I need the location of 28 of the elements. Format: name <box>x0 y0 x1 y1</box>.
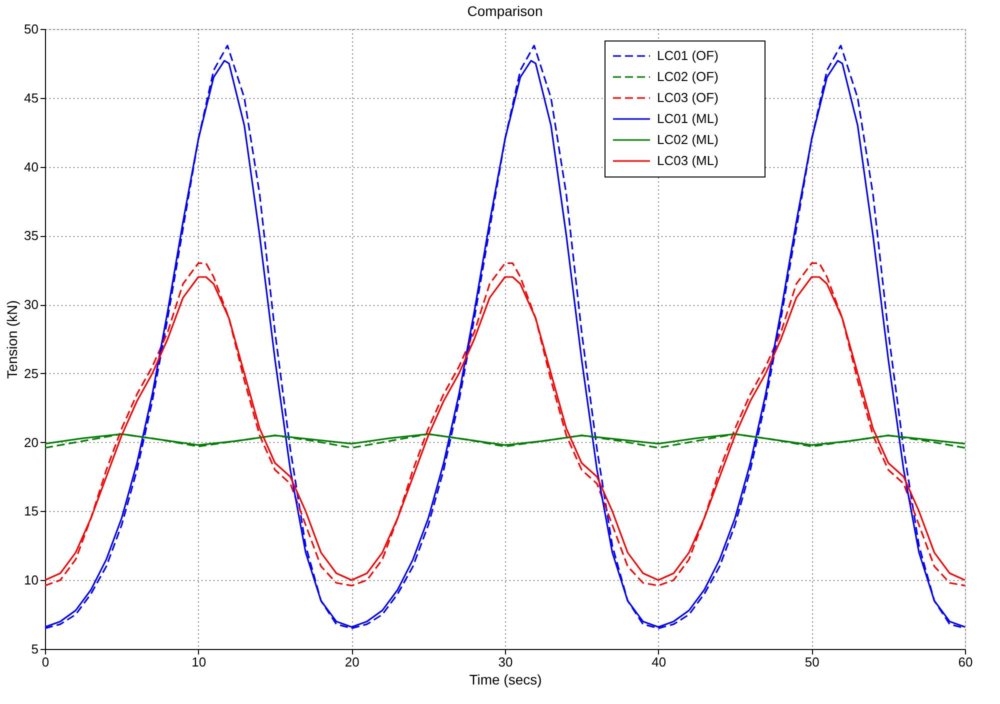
x-tick-label: 40 <box>652 654 666 670</box>
x-tick-label: 60 <box>958 654 973 670</box>
chart-title: Comparison <box>467 3 543 19</box>
line-series <box>45 433 965 449</box>
x-tick-label: 20 <box>344 654 360 670</box>
y-tick-label: 50 <box>24 22 38 36</box>
legend-label: LC01 (OF) <box>657 48 718 63</box>
y-tick-label: 5 <box>31 642 38 656</box>
y-tick-label: 10 <box>24 572 38 588</box>
x-tick-label: 10 <box>192 654 206 670</box>
y-tick-label: 25 <box>24 366 38 381</box>
line-series <box>45 433 965 446</box>
y-tick-label: 40 <box>24 159 38 174</box>
legend-label: LC03 (ML) <box>657 153 718 168</box>
legend-label: LC03 (OF) <box>657 90 718 105</box>
legend-label: LC02 (ML) <box>657 132 718 147</box>
y-axis-title: Tension (kN) <box>4 300 20 379</box>
legend-label: LC01 (ML) <box>657 111 718 126</box>
x-tick-label: 50 <box>804 654 820 670</box>
legend-label: LC02 (OF) <box>657 69 718 84</box>
x-axis-title: Time (secs) <box>469 672 542 688</box>
x-tick-label: 0 <box>42 654 50 670</box>
y-tick-label: 20 <box>24 434 38 450</box>
y-tick-label: 45 <box>24 90 38 106</box>
y-tick-label: 15 <box>24 504 38 519</box>
y-tick-label: 35 <box>24 228 38 244</box>
y-tick-label: 30 <box>24 297 38 312</box>
x-tick-label: 30 <box>498 654 513 670</box>
